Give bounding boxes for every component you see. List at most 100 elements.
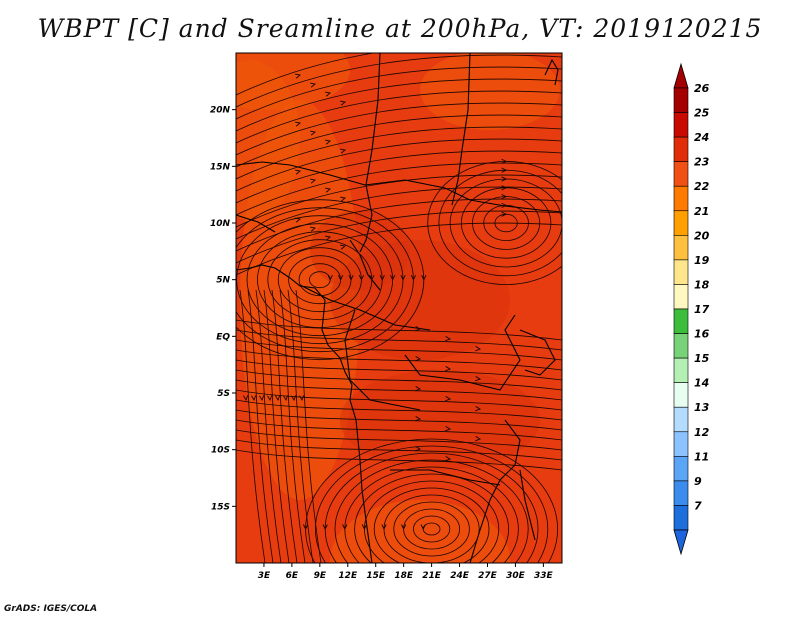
streamline [334,459,529,563]
streamline [236,186,562,240]
streamline-arrow [325,139,331,145]
streamline-arrow [420,524,426,531]
streamline-arrow [325,187,331,193]
streamline-arrow [295,73,301,79]
streamline [236,409,562,431]
streamline-arrow [358,274,365,281]
lon-tick-label: 6E [286,571,299,581]
streamline-arrow [295,121,301,127]
lat-tick-label: 15S [211,502,230,512]
streamline [247,289,274,563]
streamline-arrow [501,176,508,182]
streamline [236,150,562,204]
streamline-arrow [410,274,417,281]
lon-tick-label: 12E [338,571,358,581]
streamline [236,319,562,341]
streamline-arrow [310,226,316,232]
streamline-arrow [259,395,265,402]
colorbar-label: 20 [694,229,710,242]
streamline [236,53,377,96]
streamline-arrow [303,524,309,531]
coastline [236,264,373,563]
colorbar-segment [673,185,689,212]
colorbar: 26 25 24 23 22 21 20 19 18 17 16 15 14 13 12 11 9 7 [673,62,710,556]
streamline-arrow [475,436,482,442]
colorbar-top-arrow [673,62,689,89]
lat-tick-label: 15N [210,162,231,172]
streamline-arrow [275,395,281,402]
streamline-arrow [379,274,385,281]
lon-tick-label: 33E [534,571,554,581]
lat-tick-label: 10S [211,446,230,456]
streamline [236,359,562,381]
streamline [393,501,470,557]
coastline [299,284,431,331]
streamline [354,473,509,563]
streamline [236,162,562,216]
colorbar-label: 12 [694,426,710,439]
streamline-arrow [445,456,452,462]
coastline [544,58,559,86]
streamline [236,114,562,168]
coastline [344,309,421,411]
colorbar-segment [673,431,689,457]
map-title: WBPT [C] and Sreamline at 200hPa, VT: 20… [37,14,763,43]
cool-patch [310,210,410,290]
grads-credit: GrADS: IGES/COLA [4,604,98,614]
streamline [271,289,298,563]
streamline [236,126,562,180]
streamline [373,487,490,563]
colorbar-label: 23 [694,156,710,169]
lon-tick-label: 18E [394,571,414,581]
colorbar-segment [673,210,689,236]
streamline [236,449,562,471]
streamline-arrow [340,148,346,154]
streamline [236,429,562,451]
streamline-arrow [291,395,297,402]
lat-tick-label: 5N [216,276,230,286]
coastline [390,469,501,486]
lat-tick-label: EQ [216,332,230,342]
streamline [236,174,562,228]
colorbar-segment [673,112,689,138]
streamline-arrow [251,395,257,402]
lat-tick-label: 5S [217,389,230,399]
streamline-arrow [401,524,407,531]
colorbar-bottom-arrow [673,529,689,556]
colorbar-segment [673,505,689,531]
colorbar-segment [673,480,689,506]
streamline-arrow [342,524,348,531]
colorbar-segment [673,456,689,482]
streamline-arrow [400,274,406,281]
streamline-arrow [369,274,375,281]
lon-tick-label: 9E [314,571,327,581]
colorbar-label: 16 [694,328,710,341]
streamline [236,54,562,108]
streamline-arrow [295,169,301,175]
colorbar-label: 24 [694,131,709,144]
streamline [236,198,562,252]
streamline-arrow [310,178,316,184]
longitude-axis: 3E 6E 9E 12E 15E 18E 21E 24E 27E 30E 33E [258,563,554,581]
streamline-arrow [501,167,508,173]
streamline-arrow [445,396,452,402]
colorbar-label: 21 [694,205,709,218]
colorbar-label: 9 [694,475,702,488]
streamline-arrow [390,274,396,281]
streamline-arrow [243,395,249,402]
colorbar-label: 19 [694,254,710,267]
streamline-arrow [445,336,452,342]
colorbar-label: 13 [694,401,710,414]
streamline-arrow [415,386,422,392]
streamline [236,222,562,276]
streamline-arrow [501,158,508,164]
streamline-arrow [415,326,422,332]
lat-tick-label: 10N [210,219,231,229]
streamline-arrow [267,395,273,402]
streamline-arrow [310,82,316,88]
streamline-arrow [340,100,346,106]
streamline [236,379,562,401]
streamline-arrow [340,244,346,250]
streamline-arrow [325,235,331,241]
streamline-arrow [501,211,508,217]
